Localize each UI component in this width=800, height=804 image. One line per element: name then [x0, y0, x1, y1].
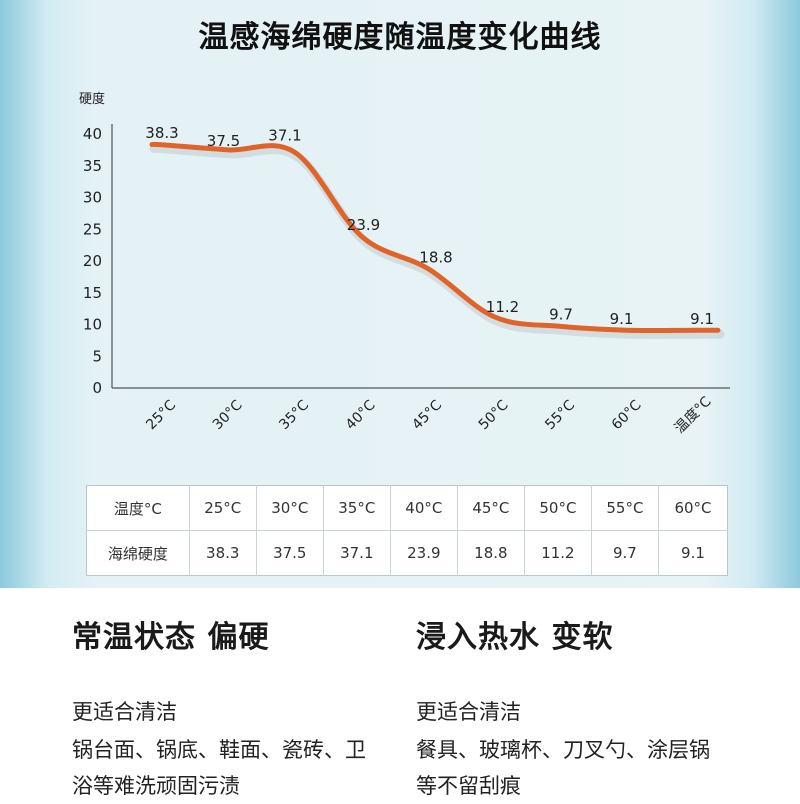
x-tick-label: 60°C: [609, 397, 645, 433]
data-label: 18.8: [419, 249, 452, 267]
table-header-cell: 55°C: [591, 486, 658, 531]
hardness-line: [152, 144, 718, 330]
y-tick-label: 25: [83, 220, 102, 238]
table-header-cell: 30°C: [256, 486, 323, 531]
y-tick-label: 0: [92, 379, 102, 397]
hardness-chart: 硬度 0 5 10 15 20 25 30 35 40 25°C 30°C 35°C 40°C 45°C 5…: [0, 0, 800, 480]
x-tick-label: 50°C: [476, 397, 512, 433]
table-header-cell: 25°C: [189, 486, 256, 531]
y-tick-label: 40: [83, 125, 102, 143]
table-cell: 11.2: [524, 531, 591, 576]
hot-water-sub: 更适合清洁: [416, 696, 716, 726]
x-tick-label: 25°C: [143, 397, 179, 433]
y-axis-label: 硬度: [79, 91, 105, 107]
x-tick-label: 30°C: [210, 397, 246, 433]
y-tick-label: 35: [83, 157, 102, 175]
x-tick-label: 35°C: [276, 397, 312, 433]
table-header-cell: 50°C: [524, 486, 591, 531]
hot-water-heading: 浸入热水 变软: [416, 612, 716, 656]
table-cell: 9.1: [658, 531, 727, 576]
table-header-cell: 45°C: [457, 486, 524, 531]
y-tick-label: 10: [83, 316, 102, 334]
room-temp-section: 常温状态 偏硬 更适合清洁 锅台面、锅底、鞋面、瓷砖、卫浴等难洗顽固污渍: [72, 612, 372, 804]
data-label: 9.1: [690, 310, 714, 328]
table-header-cell: 35°C: [323, 486, 390, 531]
room-temp-sub: 更适合清洁: [72, 696, 372, 726]
hot-water-desc: 餐具、玻璃杯、刀叉勺、涂层锅等不留刮痕: [416, 732, 716, 804]
table-cell: 9.7: [591, 531, 658, 576]
hot-water-section: 浸入热水 变软 更适合清洁 餐具、玻璃杯、刀叉勺、涂层锅等不留刮痕: [416, 612, 716, 804]
table-cell: 38.3: [189, 531, 256, 576]
room-temp-heading: 常温状态 偏硬: [72, 612, 372, 656]
data-label: 9.1: [610, 310, 634, 328]
table-cell: 18.8: [457, 531, 524, 576]
table-cell: 37.1: [323, 531, 390, 576]
x-tick-label: 55°C: [542, 397, 578, 433]
table-header-label: 温度°C: [87, 486, 190, 531]
data-label: 38.3: [145, 124, 178, 142]
line-shadow: [154, 148, 720, 334]
x-tick-label: 温度°C: [672, 394, 715, 437]
data-label: 9.7: [549, 305, 573, 323]
data-label: 37.1: [268, 126, 301, 144]
table-cell: 37.5: [256, 531, 323, 576]
data-label: 11.2: [486, 298, 519, 316]
data-label: 23.9: [347, 216, 380, 234]
y-axis: 硬度 0 5 10 15 20 25 30 35 40: [79, 91, 112, 397]
y-tick-label: 20: [83, 252, 102, 270]
table-header-cell: 40°C: [390, 486, 457, 531]
line-series: [152, 144, 720, 334]
table-cell: 23.9: [390, 531, 457, 576]
y-tick-label: 30: [83, 189, 102, 207]
data-label: 37.5: [207, 132, 240, 150]
x-axis: 25°C 30°C 35°C 40°C 45°C 50°C 55°C 60°C 温度°C: [112, 388, 730, 437]
table-header-cell: 60°C: [658, 486, 727, 531]
table-row-label: 海绵硬度: [87, 531, 190, 576]
y-tick-label: 15: [83, 284, 102, 302]
x-tick-label: 45°C: [409, 397, 445, 433]
y-tick-label: 5: [92, 347, 102, 365]
x-tick-label: 40°C: [343, 397, 379, 433]
room-temp-desc: 锅台面、锅底、鞋面、瓷砖、卫浴等难洗顽固污渍: [72, 732, 372, 804]
